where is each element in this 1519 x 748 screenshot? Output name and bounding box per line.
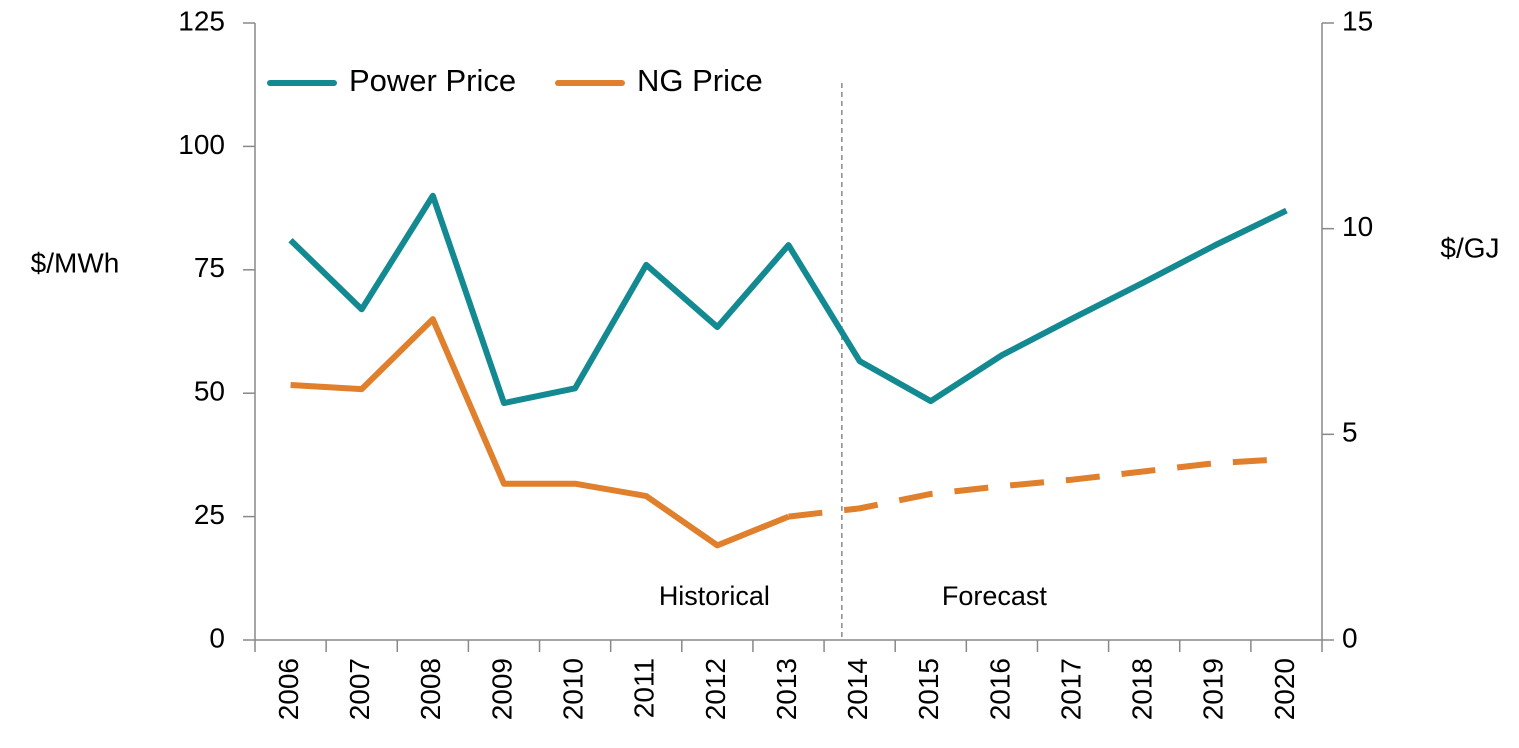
x-tick-label: 2007 [344,658,375,720]
annotation: Historical [659,581,770,611]
y2-tick-label: 0 [1342,622,1358,653]
series-line [290,316,790,549]
legend-label: NG Price [637,63,763,98]
annotation: Forecast [942,581,1048,611]
x-tick-label: 2016 [984,658,1015,720]
x-tick-label: 2018 [1127,658,1158,720]
series-line [788,456,1287,520]
x-tick-label: 2012 [700,658,731,720]
y-tick-label: 100 [178,129,225,160]
y-tick-label: 25 [194,499,225,530]
y2-tick-label: 5 [1342,417,1358,448]
x-tick-label: 2019 [1198,658,1229,720]
series-line [288,192,1288,407]
x-tick-label: 2013 [771,658,802,720]
y-axis-label: $/MWh [31,247,120,278]
x-tick-label: 2020 [1269,658,1300,720]
y2-axis-label: $/GJ [1440,232,1499,263]
x-tick-label: 2017 [1055,658,1086,720]
x-tick-label: 2009 [486,658,517,720]
y-tick-label: 50 [194,376,225,407]
x-tick-label: 2011 [629,658,660,718]
legend-label: Power Price [349,63,516,98]
x-tick-label: 2014 [842,658,873,720]
y2-tick-label: 15 [1342,5,1373,36]
y-tick-label: 0 [209,622,225,653]
y-tick-label: 75 [194,252,225,283]
x-tick-label: 2010 [557,658,588,720]
x-tick-label: 2008 [415,658,446,720]
x-tick-label: 2006 [273,658,304,720]
x-tick-label: 2015 [913,658,944,720]
y2-tick-label: 10 [1342,211,1373,242]
y-tick-label: 125 [178,5,225,36]
